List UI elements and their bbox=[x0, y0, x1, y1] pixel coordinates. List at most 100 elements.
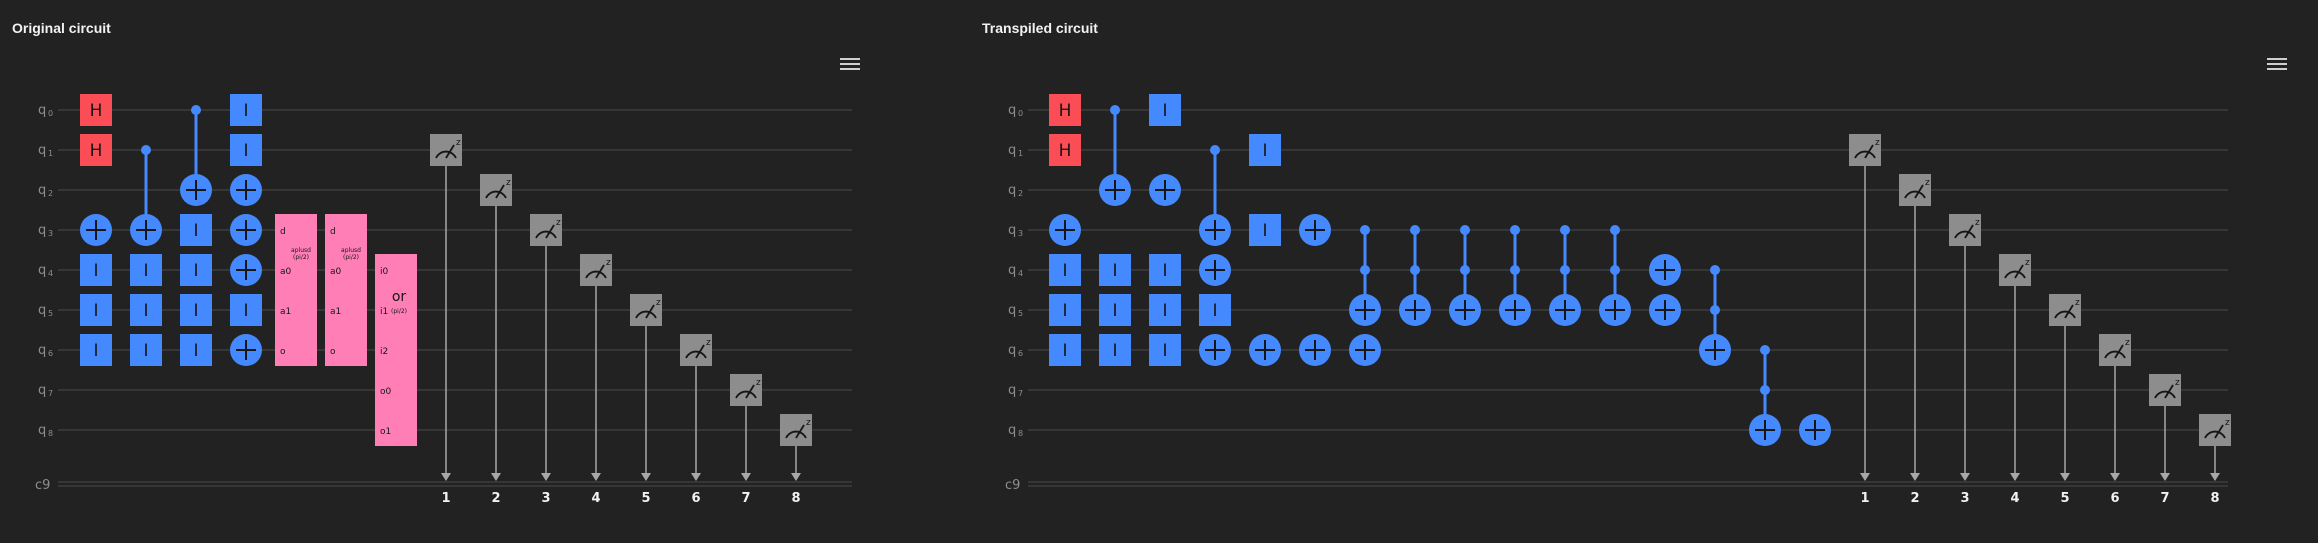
qubit-label: q bbox=[1008, 183, 1016, 198]
measure-gate bbox=[1949, 214, 1981, 246]
hamburger-menu-icon[interactable] bbox=[2267, 58, 2289, 72]
measure-index-label: 1 bbox=[1860, 491, 1869, 506]
meter-icon bbox=[435, 150, 457, 159]
measure-basis-label: z bbox=[706, 338, 711, 348]
original-circuit-diagram: q 0q 1q 2q 3q 4q 5q 6q 7q 8c9HHIIIIIIIIIIIIIda0a1… bbox=[35, 94, 852, 506]
control-dot bbox=[1760, 345, 1770, 355]
identity-gate bbox=[1149, 294, 1181, 326]
meter-icon bbox=[2004, 270, 2026, 279]
measure-basis-label: z bbox=[2025, 258, 2030, 268]
measure-gate bbox=[2149, 374, 2181, 406]
meter-icon bbox=[1904, 190, 1926, 199]
measure-arrow bbox=[2110, 473, 2120, 481]
identity-gate bbox=[180, 214, 212, 246]
qubit-label: q bbox=[1008, 383, 1016, 398]
identity-gate bbox=[1249, 214, 1281, 246]
meter-needle bbox=[2114, 344, 2124, 359]
qubit-index: 0 bbox=[48, 109, 53, 118]
meter-needle bbox=[745, 384, 755, 399]
panel-title: Transpiled circuit bbox=[982, 20, 1098, 36]
identity-gate-label: I bbox=[243, 301, 248, 321]
meter-needle bbox=[2214, 424, 2224, 439]
h-gate bbox=[80, 134, 112, 166]
qubit-label: q bbox=[1008, 103, 1016, 118]
measure-basis-label: z bbox=[456, 138, 461, 148]
h-gate bbox=[1049, 94, 1081, 126]
custom-gate-pin: a1 bbox=[330, 307, 341, 317]
identity-gate bbox=[80, 254, 112, 286]
identity-gate bbox=[130, 254, 162, 286]
control-dot bbox=[1410, 265, 1420, 275]
identity-gate-label: I bbox=[1112, 341, 1117, 361]
control-dot bbox=[1510, 225, 1520, 235]
meter-icon bbox=[2154, 390, 2176, 399]
custom-gate-pin: a0 bbox=[330, 267, 342, 277]
custom-gate-pin: d bbox=[330, 227, 336, 237]
qubit-label: q bbox=[1008, 343, 1016, 358]
identity-gate bbox=[80, 334, 112, 366]
qubit-label: q bbox=[38, 263, 46, 278]
identity-gate-label: I bbox=[1112, 301, 1117, 321]
identity-gate-label: I bbox=[143, 261, 148, 281]
qubit-index: 4 bbox=[1018, 269, 1023, 278]
measure-arrow bbox=[591, 473, 601, 481]
qubit-label: q bbox=[38, 303, 46, 318]
qubit-index: 6 bbox=[48, 349, 53, 358]
control-dot bbox=[1760, 385, 1770, 395]
measure-arrow bbox=[741, 473, 751, 481]
custom-gate-pin: o0 bbox=[380, 387, 392, 397]
measure-basis-label: z bbox=[1875, 138, 1880, 148]
qubit-index: 7 bbox=[48, 389, 53, 398]
identity-gate-label: I bbox=[193, 301, 198, 321]
measure-arrow bbox=[2160, 473, 2170, 481]
measure-gate bbox=[1999, 254, 2031, 286]
measure-gate bbox=[2099, 334, 2131, 366]
meter-needle bbox=[1864, 144, 1874, 159]
custom-gate-pin: a0 bbox=[280, 267, 292, 277]
meter-icon bbox=[585, 270, 607, 279]
identity-gate bbox=[180, 294, 212, 326]
meter-icon bbox=[2104, 350, 2126, 359]
classical-label: c9 bbox=[35, 478, 50, 493]
measure-gate bbox=[2049, 294, 2081, 326]
identity-gate bbox=[230, 294, 262, 326]
control-dot bbox=[1510, 265, 1520, 275]
meter-needle bbox=[2064, 304, 2074, 319]
identity-gate-label: I bbox=[1262, 221, 1267, 241]
identity-gate-label: I bbox=[1162, 341, 1167, 361]
qubit-label: q bbox=[1008, 143, 1016, 158]
measure-index-label: 5 bbox=[641, 491, 650, 506]
original-circuit-panel: Original circuit q 0 q 1 q 2 q 3 q 4 q 5 q 6 q 7 q 8 c9 H H I… bbox=[0, 0, 880, 543]
measure-index-label: 1 bbox=[441, 491, 450, 506]
meter-icon bbox=[635, 310, 657, 319]
identity-gate bbox=[1199, 294, 1231, 326]
meter-icon bbox=[1854, 150, 1876, 159]
measure-arrow bbox=[441, 473, 451, 481]
identity-gate-label: I bbox=[193, 221, 198, 241]
hamburger-menu-icon[interactable] bbox=[840, 58, 862, 72]
measure-index-label: 2 bbox=[1910, 491, 1919, 506]
qubit-index: 5 bbox=[1018, 309, 1023, 318]
identity-gate-label: I bbox=[1262, 141, 1267, 161]
control-dot bbox=[1460, 225, 1470, 235]
classical-label: c9 bbox=[1005, 478, 1020, 493]
meter-icon bbox=[735, 390, 757, 399]
meter-icon bbox=[1954, 230, 1976, 239]
qubit-index: 5 bbox=[48, 309, 53, 318]
transpiled-circuit-diagram: q 0q 1q 2q 3q 4q 5q 6q 7q 8c9HHIIIIIIIIIIIIIz1z2z… bbox=[1005, 94, 2231, 506]
control-dot bbox=[1710, 305, 1720, 315]
measure-index-label: 2 bbox=[491, 491, 500, 506]
control-dot bbox=[1710, 265, 1720, 275]
measure-basis-label: z bbox=[506, 178, 511, 188]
qubit-index: 8 bbox=[48, 429, 53, 438]
identity-gate-label: I bbox=[1062, 261, 1067, 281]
custom-gate-title: or bbox=[392, 289, 407, 305]
qubit-index: 1 bbox=[48, 149, 53, 158]
measure-basis-label: z bbox=[556, 218, 561, 228]
identity-gate bbox=[230, 94, 262, 126]
identity-gate-label: I bbox=[1212, 301, 1217, 321]
h-gate bbox=[80, 94, 112, 126]
identity-gate bbox=[1049, 334, 1081, 366]
custom-gate-pin: d bbox=[280, 227, 286, 237]
measure-arrow bbox=[2010, 473, 2020, 481]
